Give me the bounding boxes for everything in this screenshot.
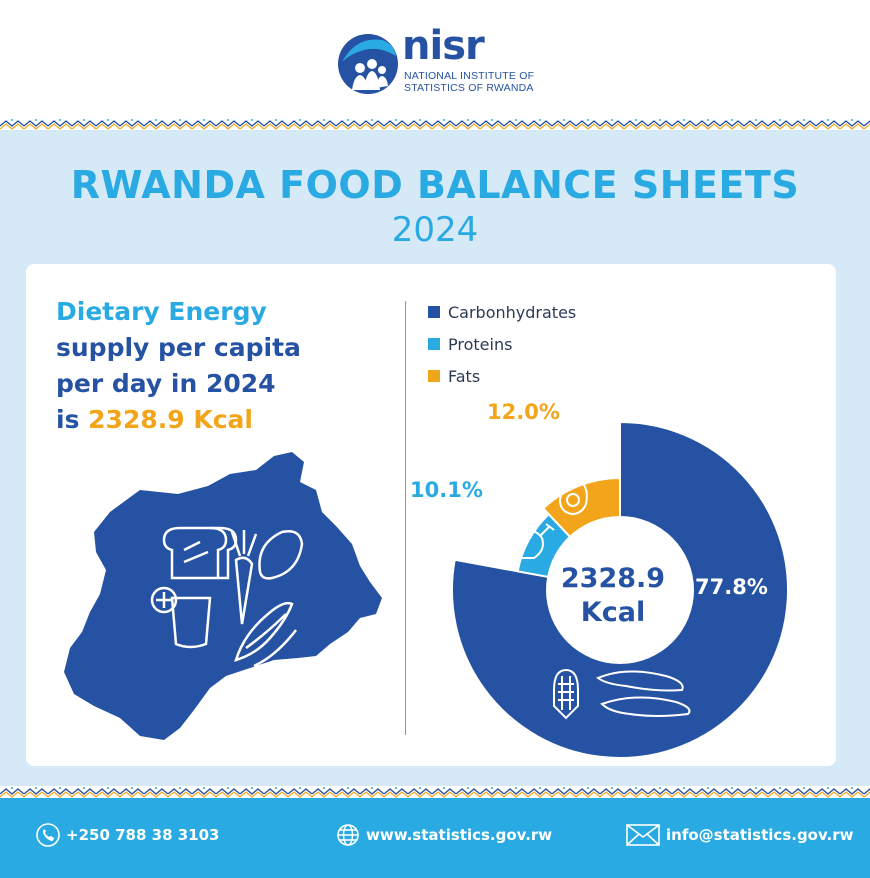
legend-label-carbohydrates: Carbonhydrates xyxy=(448,302,577,322)
email-link[interactable]: info@statistics.gov.rw xyxy=(666,826,854,844)
banana-icon xyxy=(234,601,297,668)
donut-hole xyxy=(546,516,694,664)
cassava-icon xyxy=(596,670,691,717)
header: nisr NATIONAL INSTITUTE OF STATISTICS OF… xyxy=(0,0,870,118)
cheese-icon xyxy=(467,525,505,552)
chart-legend: Carbonhydrates Proteins Fats xyxy=(428,296,576,392)
website-link[interactable]: www.statistics.gov.rw xyxy=(366,826,553,844)
meat-icon xyxy=(516,523,555,559)
statement-prefix: is xyxy=(56,405,89,434)
card-divider xyxy=(405,301,406,735)
legend-swatch-fats xyxy=(428,370,440,382)
legend-swatch-carbohydrates xyxy=(428,306,440,318)
nisr-emblem-icon xyxy=(338,34,398,94)
statement-line1: Dietary Energy xyxy=(56,297,267,326)
legend-item-proteins: Proteins xyxy=(428,328,576,360)
energy-statement: Dietary Energy supply per capita per day… xyxy=(56,294,376,438)
page-title: RWANDA FOOD BALANCE SHEETS xyxy=(70,163,800,207)
page-year: 2024 xyxy=(391,210,479,250)
phone-icon xyxy=(36,823,60,847)
juice-glass-icon xyxy=(150,586,212,649)
nisr-logo[interactable]: nisr NATIONAL INSTITUTE OF STATISTICS OF… xyxy=(336,23,536,100)
donut-center-value: 2328.9 xyxy=(560,563,666,594)
carbohydrates-percentage-label: 77.8% xyxy=(695,575,768,599)
logo-subtitle-line2: STATISTICS OF RWANDA xyxy=(404,82,534,94)
decorative-pattern-top xyxy=(0,118,870,130)
donut-slice-carbohydrates xyxy=(451,420,789,759)
legend-label-fats: Fats xyxy=(448,366,481,386)
rwanda-map-shape xyxy=(64,452,382,740)
statement-line3: per day in 2024 xyxy=(56,369,276,398)
legend-swatch-proteins xyxy=(428,338,440,350)
statement-line2: supply per capita xyxy=(56,333,301,362)
contact-phone[interactable]: +250 788 38 3103 xyxy=(36,822,219,848)
mail-icon xyxy=(626,824,660,846)
logo-subtitle-line1: NATIONAL INSTITUTE OF xyxy=(404,70,535,82)
globe-icon xyxy=(337,824,359,846)
legend-item-fats: Fats xyxy=(428,360,576,392)
statement-value: 2328.9 Kcal xyxy=(88,405,253,434)
phone-number: +250 788 38 3103 xyxy=(66,826,220,844)
proteins-percentage-label: 10.1% xyxy=(410,478,483,502)
fish-icon xyxy=(492,491,542,523)
statement-line4: is 2328.9 Kcal xyxy=(56,402,376,438)
mango-icon xyxy=(258,530,304,580)
footer xyxy=(0,798,870,878)
avocado-icon xyxy=(558,474,588,516)
donut-center-label: 2328.9 Kcal xyxy=(548,562,678,630)
legend-label-proteins: Proteins xyxy=(448,334,513,354)
rwanda-map-illustration xyxy=(64,452,382,740)
logo-subtitle: NATIONAL INSTITUTE OF STATISTICS OF RWAN… xyxy=(404,70,534,94)
decorative-pattern-bottom xyxy=(0,786,870,798)
bread-icon xyxy=(162,526,238,580)
legend-item-carbohydrates: Carbonhydrates xyxy=(428,296,576,328)
carrot-icon xyxy=(230,530,258,625)
energy-donut-chart xyxy=(451,420,789,759)
corn-icon xyxy=(553,668,579,720)
donut-center-unit: Kcal xyxy=(580,597,646,628)
contact-website[interactable]: www.statistics.gov.rw xyxy=(336,822,552,848)
fats-percentage-label: 12.0% xyxy=(487,400,560,424)
contact-email[interactable]: info@statistics.gov.rw xyxy=(626,822,854,848)
logo-name: nisr xyxy=(402,23,485,69)
nuts-icon xyxy=(548,428,597,461)
